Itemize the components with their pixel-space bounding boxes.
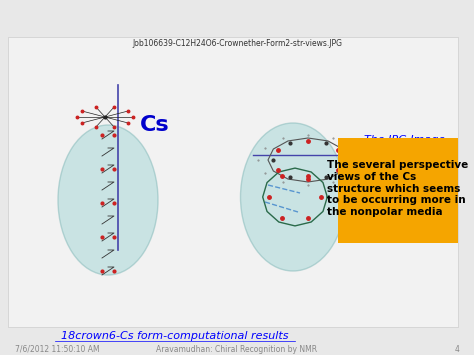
- Ellipse shape: [58, 125, 158, 275]
- Text: 4: 4: [455, 344, 460, 354]
- Text: Job106639-C12H24O6-Crownether-Form2-str-views.JPG: Job106639-C12H24O6-Crownether-Form2-str-…: [132, 39, 342, 49]
- Text: The several perspective
views of the Cs
structure which seems
to be occurring mo: The several perspective views of the Cs …: [328, 160, 469, 217]
- Text: 7/6/2012 11:50:10 AM: 7/6/2012 11:50:10 AM: [15, 344, 100, 354]
- Ellipse shape: [240, 123, 346, 271]
- Text: Cs: Cs: [140, 115, 170, 135]
- FancyBboxPatch shape: [8, 37, 458, 327]
- Text: The JPG Image: The JPG Image: [365, 135, 446, 145]
- FancyBboxPatch shape: [338, 138, 458, 243]
- Text: Aravamudhan: Chiral Recognition by NMR: Aravamudhan: Chiral Recognition by NMR: [156, 344, 318, 354]
- Text: 18crown6-Cs form-computational results: 18crown6-Cs form-computational results: [61, 331, 289, 341]
